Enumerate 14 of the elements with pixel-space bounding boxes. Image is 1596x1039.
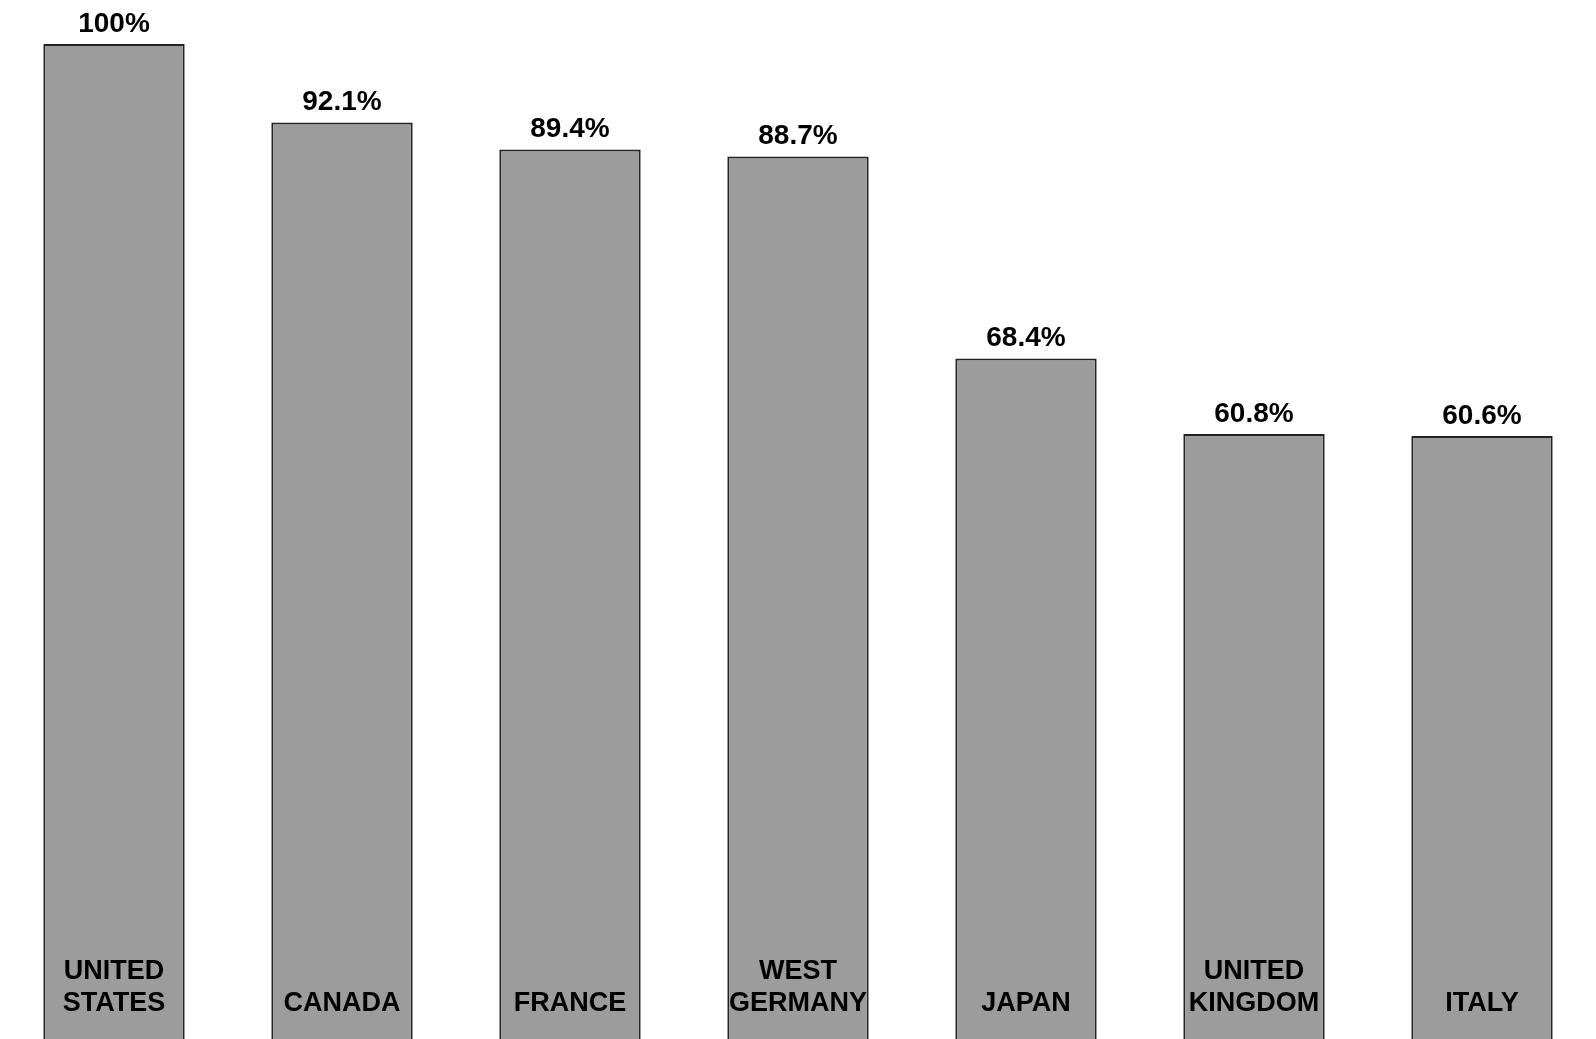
data-label: 60.8% — [1214, 396, 1294, 428]
data-label: 88.7% — [758, 119, 838, 151]
x-tick-label: WEST GERMANY — [728, 955, 868, 1017]
x-tick-label: JAPAN — [981, 987, 1071, 1017]
data-label: 68.4% — [986, 321, 1066, 353]
data-label: 92.1% — [302, 85, 382, 117]
data-label: 60.6% — [1442, 398, 1522, 430]
x-tick-label: ITALY — [1445, 987, 1519, 1017]
x-tick-label: CANADA — [283, 987, 401, 1017]
data-label: 100% — [78, 6, 150, 38]
x-tick-label: UNITED KINGDOM — [1188, 955, 1320, 1017]
x-tick-label: FRANCE — [513, 987, 627, 1017]
data-label: 89.4% — [530, 112, 610, 144]
x-tick-label: UNITED STATES — [62, 955, 166, 1017]
